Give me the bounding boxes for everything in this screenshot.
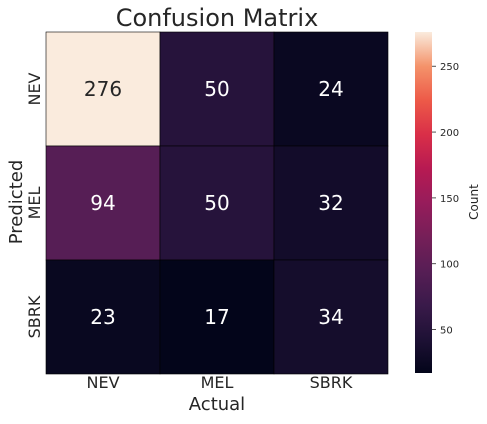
heatmap-cell: [45, 259, 161, 375]
cell-value-label: 23: [90, 305, 115, 329]
x-tick-label: MEL: [201, 373, 234, 392]
heatmap-cell: [273, 31, 389, 147]
cell-value-label: 34: [318, 305, 343, 329]
heatmap-cell: [159, 31, 275, 147]
x-tick-label: SBRK: [310, 373, 353, 392]
y-tick-labels: NEV MEL SBRK: [25, 72, 44, 338]
heatmap-cell: [273, 145, 389, 261]
heatmap-cell: [45, 31, 161, 147]
heatmap-cell-labels: 276 50 24 94 50 32 23 17 34: [84, 77, 344, 329]
chart-title: Confusion Matrix: [116, 4, 319, 32]
y-axis-label: Predicted: [6, 160, 27, 245]
heatmap-cells: [45, 31, 389, 375]
colorbar: [415, 32, 432, 373]
y-tick-label: SBRK: [25, 295, 44, 338]
colorbar-tick-label: 50: [440, 326, 453, 337]
colorbar-label: Count: [467, 184, 481, 220]
x-axis-label: Actual: [189, 394, 245, 415]
cell-value-label: 32: [318, 191, 343, 215]
cell-value-label: 94: [90, 191, 115, 215]
cell-value-label: 24: [318, 77, 343, 101]
heatmap-cell: [159, 259, 275, 375]
heatmap-cell: [45, 145, 161, 261]
heatmap-cell: [273, 259, 389, 375]
cell-value-label: 17: [204, 305, 229, 329]
heatmap-cell: [159, 145, 275, 261]
y-tick-label: NEV: [25, 72, 44, 105]
cell-value-label: 276: [84, 77, 122, 101]
x-tick-labels: NEV MEL SBRK: [86, 373, 352, 392]
cell-value-label: 50: [204, 77, 229, 101]
colorbar-tick-label: 150: [440, 194, 459, 205]
y-tick-label: MEL: [25, 187, 44, 220]
colorbar-tick-label: 200: [440, 128, 459, 139]
cell-value-label: 50: [204, 191, 229, 215]
colorbar-tick-label: 100: [440, 260, 459, 271]
colorbar-tick-label: 250: [440, 62, 459, 73]
colorbar-ticks: 50 100 150 200 250: [432, 62, 459, 337]
x-tick-label: NEV: [86, 373, 119, 392]
